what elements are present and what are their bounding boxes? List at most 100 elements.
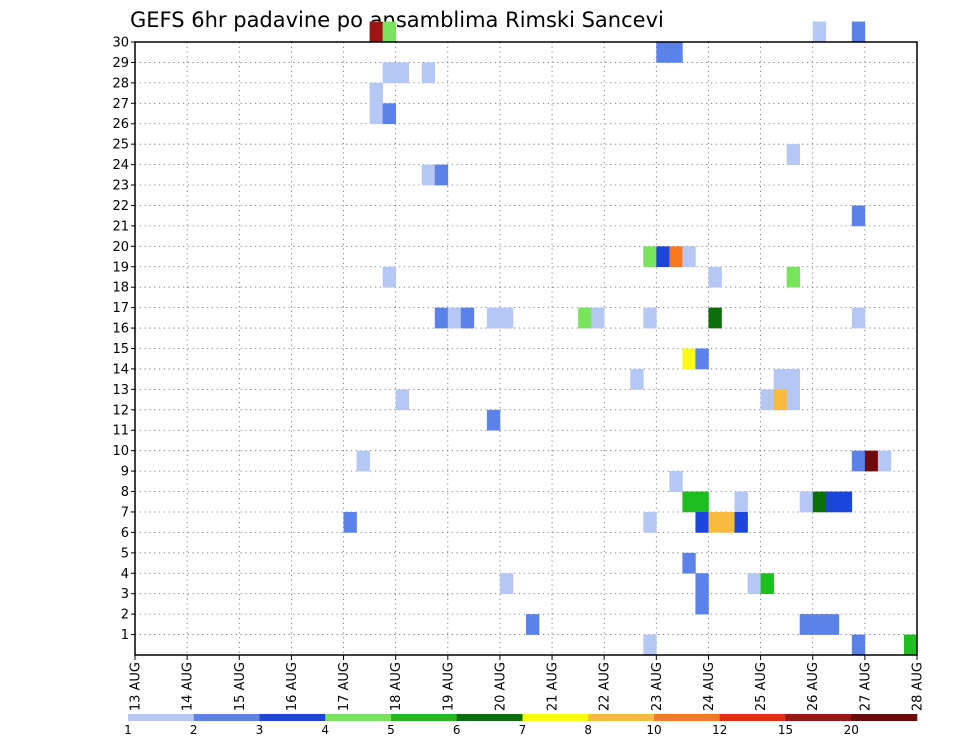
y-tick-label: 12	[112, 403, 129, 418]
legend-swatch	[128, 714, 195, 721]
precip-cell	[799, 491, 814, 513]
precip-cell	[721, 511, 735, 533]
legend-swatch	[719, 714, 786, 721]
legend-label: 7	[519, 723, 527, 737]
y-tick-label: 4	[121, 567, 129, 582]
legend-label: 5	[387, 723, 395, 737]
precip-cell	[356, 450, 370, 472]
y-tick-label: 6	[121, 526, 129, 541]
precip-cell	[382, 103, 396, 125]
legend-swatch	[785, 714, 852, 721]
precip-cell	[382, 266, 396, 288]
precip-cell	[434, 307, 449, 329]
precip-cell	[825, 614, 840, 635]
y-tick-label: 3	[121, 587, 129, 602]
precip-cell	[786, 144, 800, 165]
y-tick-label: 13	[112, 383, 129, 398]
y-tick-label: 26	[112, 117, 129, 132]
precip-cell	[656, 42, 670, 63]
precip-cell	[799, 614, 814, 635]
precip-cell	[695, 573, 709, 594]
precip-cell	[526, 614, 540, 635]
y-tick-label: 19	[112, 260, 129, 275]
precip-cell	[643, 246, 657, 268]
legend-swatch	[259, 714, 326, 721]
y-tick-label: 5	[121, 546, 129, 561]
precip-cell	[591, 307, 605, 329]
x-tick-label: 18 AUG	[389, 662, 404, 711]
x-tick-label: 26 AUG	[806, 662, 821, 711]
precip-cell	[643, 511, 657, 533]
legend-label: 10	[646, 723, 661, 737]
legend-label: 1	[124, 723, 132, 737]
chart-title: GEFS 6hr padavine po ansamblima Rimski S…	[130, 8, 664, 32]
precip-cell	[903, 634, 918, 656]
precip-cell	[656, 246, 670, 268]
precip-cell	[669, 471, 683, 492]
y-tick-label: 10	[112, 444, 129, 459]
precip-cell	[760, 573, 774, 594]
y-tick-label: 14	[112, 362, 129, 377]
precip-cell	[369, 103, 383, 125]
precip-cell	[695, 491, 709, 513]
y-tick-label: 29	[112, 56, 129, 71]
precip-cell	[343, 511, 357, 533]
legend-label: 8	[584, 723, 592, 737]
legend-swatch	[588, 714, 655, 721]
color-legend: 1 2 3 4 5 6 7 8 10 12 15 20	[124, 714, 918, 737]
precip-cell	[773, 389, 787, 411]
precip-cell	[851, 21, 866, 43]
y-tick-label: 22	[112, 199, 129, 214]
precip-cell	[460, 307, 475, 329]
y-tick-label: 15	[112, 342, 129, 357]
plot-frame	[134, 41, 918, 656]
precip-cell	[669, 246, 683, 268]
x-tick-label: 15 AUG	[233, 662, 248, 711]
x-tick-label: 25 AUG	[754, 662, 769, 711]
precip-cell	[734, 491, 748, 513]
precip-cell	[851, 205, 866, 227]
precip-cell	[812, 21, 827, 43]
precip-cell	[825, 491, 840, 513]
y-tick-label: 16	[112, 322, 129, 337]
y-tick-label: 23	[112, 179, 129, 194]
precip-cell	[499, 307, 514, 329]
y-tick-label: 25	[112, 138, 129, 153]
precip-cell	[851, 307, 866, 329]
x-axis: 13 AUG 14 AUG 15 AUG 16 AUG 17 AUG 18 AUG 19 A…	[129, 655, 926, 711]
precip-cell	[643, 634, 657, 656]
x-tick-label: 20 AUG	[493, 662, 508, 711]
legend-label: 15	[778, 723, 793, 737]
precip-cell	[760, 389, 774, 411]
legend-swatch	[456, 714, 523, 721]
y-tick-label: 30	[112, 36, 129, 51]
precip-cell	[812, 491, 827, 513]
precip-cell	[864, 450, 879, 472]
legend-swatch	[193, 714, 260, 721]
precip-cell	[369, 82, 383, 104]
grid-lines	[135, 42, 917, 655]
x-tick-label: 22 AUG	[598, 662, 613, 711]
legend-label: 4	[321, 723, 329, 737]
y-tick-label: 1	[121, 628, 129, 643]
legend-label: 12	[712, 723, 727, 737]
x-tick-label: 21 AUG	[546, 662, 561, 711]
precip-cell	[421, 62, 436, 84]
precip-cell	[695, 593, 709, 615]
y-tick-label: 28	[112, 76, 129, 91]
precip-cell	[838, 491, 853, 513]
y-tick-label: 11	[112, 424, 129, 439]
precip-cell	[382, 21, 396, 43]
precip-cell	[682, 246, 696, 268]
precip-cell	[851, 450, 866, 472]
precip-cell	[434, 164, 449, 186]
legend-swatch	[391, 714, 458, 721]
precip-cell	[812, 614, 827, 635]
legend-label: 3	[256, 723, 264, 737]
precip-cell	[486, 307, 501, 329]
y-tick-label: 9	[121, 465, 129, 480]
x-tick-label: 19 AUG	[441, 662, 456, 711]
precip-cell	[747, 573, 761, 594]
precip-cell	[786, 368, 800, 390]
